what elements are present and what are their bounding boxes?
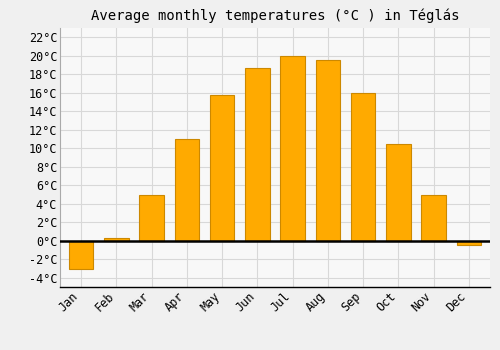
Bar [351, 93, 376, 241]
Bar [69, 241, 94, 268]
Bar [245, 68, 270, 241]
Bar [174, 139, 199, 241]
Bar [422, 195, 446, 241]
Bar [316, 60, 340, 241]
Title: Average monthly temperatures (°C ) in Téglás: Average monthly temperatures (°C ) in Té… [91, 8, 459, 23]
Bar [280, 56, 305, 241]
Bar [456, 241, 481, 245]
Bar [210, 94, 234, 241]
Bar [386, 144, 410, 241]
Bar [104, 238, 128, 241]
Bar [140, 195, 164, 241]
